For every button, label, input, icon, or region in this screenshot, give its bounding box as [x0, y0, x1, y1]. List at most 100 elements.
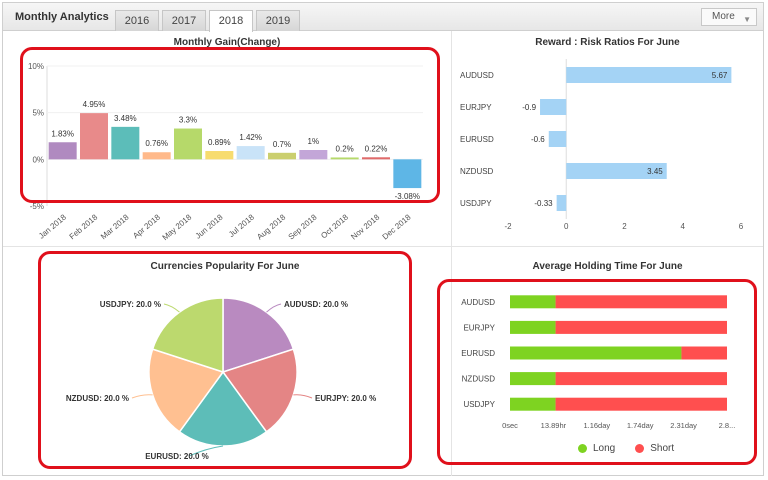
- pie-leader-line: [266, 303, 282, 313]
- long-swatch-icon: [578, 444, 587, 453]
- gain-data-label: 0.22%: [365, 144, 388, 153]
- gain-bar: [362, 157, 390, 160]
- widget-title: Monthly Analytics: [15, 11, 109, 23]
- gain-xtick-label: May 2018: [161, 212, 194, 242]
- hold-category-label: USDJPY: [463, 400, 495, 409]
- gain-bar: [393, 159, 422, 189]
- gain-xtick-label: Apr 2018: [131, 212, 162, 240]
- gain-xtick-label: Feb 2018: [68, 212, 100, 241]
- pie-slice-label: EURUSD: 20.0 %: [145, 452, 209, 461]
- year-tabs: 2016 2017 2018 2019: [115, 10, 300, 32]
- gain-xtick-label: Jun 2018: [194, 212, 225, 240]
- legend-item-short[interactable]: Short: [635, 443, 674, 454]
- rr-category-label: USDJPY: [460, 199, 492, 208]
- holding-time-legend: Long Short: [578, 443, 674, 454]
- rr-xtick-label: 0: [564, 222, 569, 231]
- rr-xtick-label: -2: [504, 222, 512, 231]
- analytics-widget: Monthly Analytics 2016 2017 2018 2019 Mo…: [2, 2, 764, 476]
- panel-divider-horizontal: [3, 246, 763, 247]
- pie-slice-label: EURJPY: 20.0 %: [315, 394, 376, 403]
- hold-long-bar: [510, 346, 682, 360]
- rr-xtick-label: 2: [622, 222, 627, 231]
- gain-xtick-label: Dec 2018: [381, 212, 413, 241]
- tab-2019[interactable]: 2019: [256, 10, 300, 31]
- hold-short-bar: [555, 397, 727, 411]
- reward-risk-title: Reward : Risk Ratios For June: [535, 37, 680, 48]
- rr-bar: [566, 67, 732, 83]
- gain-data-label: 4.95%: [83, 100, 106, 109]
- hold-xtick-label: 13.89hr: [541, 421, 567, 430]
- panel-divider-vertical: [451, 31, 452, 476]
- legend-short-label: Short: [650, 443, 675, 454]
- hold-long-bar: [510, 320, 556, 334]
- rr-bar: [566, 163, 667, 179]
- rr-data-label: -0.33: [534, 199, 553, 208]
- gain-data-label: 3.48%: [114, 114, 137, 123]
- chevron-down-icon: ▼: [743, 15, 751, 24]
- rr-category-label: EURUSD: [460, 135, 494, 144]
- more-dropdown[interactable]: More ▼: [701, 8, 757, 26]
- pie-slice-label: NZDUSD: 20.0 %: [66, 394, 129, 403]
- hold-short-bar: [555, 372, 727, 386]
- rr-category-label: AUDUSD: [460, 71, 494, 80]
- pie-leader-line: [188, 445, 224, 457]
- gain-xtick-label: Sep 2018: [287, 212, 319, 241]
- tab-2017[interactable]: 2017: [162, 10, 206, 31]
- gain-xtick-label: Aug 2018: [255, 212, 287, 241]
- gain-bar: [174, 128, 202, 160]
- gain-bar: [48, 142, 77, 160]
- widget-header: Monthly Analytics 2016 2017 2018 2019 Mo…: [3, 3, 763, 32]
- hold-category-label: EURUSD: [461, 349, 495, 358]
- holding-time-chart: AUDUSD EURJPY EURUSD NZDUSD USDJPY 0sec 13.89h…: [461, 295, 735, 430]
- gain-bar: [268, 152, 296, 160]
- rr-data-label: 5.67: [712, 71, 728, 80]
- legend-long-label: Long: [593, 443, 616, 454]
- gain-ytick-label: 5%: [32, 109, 44, 118]
- gain-ytick-label: 10%: [28, 62, 44, 71]
- monthly-gain-chart: 10% 5% 0% -5% 1.83% Jan 2018 4.95% Feb 2018 3.48…: [28, 62, 423, 242]
- monthly-gain-title: Monthly Gain(Change): [173, 37, 281, 48]
- reward-risk-chart: AUDUSD 5.67 EURJPY -0.9 EURUSD -0.6 NZDUSD 3.45…: [460, 59, 744, 231]
- rr-bar: [548, 131, 567, 147]
- gain-data-label: 0.89%: [208, 138, 231, 147]
- legend-item-long[interactable]: Long: [578, 443, 615, 454]
- rr-bar: [556, 195, 567, 211]
- pie-slice: [221, 348, 298, 433]
- tab-2016[interactable]: 2016: [115, 10, 159, 31]
- currencies-popularity-chart: AUDUSD: 20.0 % EURJPY: 20.0 % EURUSD: 20.0…: [66, 297, 376, 461]
- pie-slice: [151, 297, 224, 374]
- pie-slice: [148, 348, 225, 433]
- gain-ytick-label: 0%: [32, 155, 44, 164]
- gain-bar: [80, 113, 108, 160]
- rr-data-label: -0.9: [522, 103, 536, 112]
- tab-2018[interactable]: 2018: [209, 10, 253, 32]
- pie-leader-line: [163, 303, 180, 313]
- rr-xtick-label: 6: [739, 222, 744, 231]
- gain-data-label: 0.7%: [273, 140, 291, 149]
- hold-short-bar: [555, 320, 727, 334]
- rr-category-label: NZDUSD: [460, 167, 494, 176]
- pie-leader-line: [131, 394, 153, 399]
- rr-bar: [540, 99, 567, 115]
- pie-slice: [178, 370, 268, 447]
- gain-bar: [142, 152, 171, 160]
- gain-xtick-label: Nov 2018: [349, 212, 381, 241]
- hold-long-bar: [510, 372, 556, 386]
- hold-category-label: EURJPY: [463, 323, 495, 332]
- hold-category-label: AUDUSD: [461, 298, 495, 307]
- hold-long-bar: [510, 397, 556, 411]
- gain-data-label: 1.83%: [51, 129, 74, 138]
- hold-short-bar: [555, 295, 727, 309]
- gain-data-label: 3.3%: [179, 116, 197, 125]
- gain-xtick-label: Jul 2018: [227, 212, 256, 239]
- hold-xtick-label: 2.31day: [670, 421, 697, 430]
- pie-leader-line: [293, 394, 313, 399]
- rr-xtick-label: 4: [681, 222, 686, 231]
- gain-data-label: 1.42%: [239, 133, 262, 142]
- rr-data-label: 3.45: [647, 167, 663, 176]
- pie-slice-label: AUDUSD: 20.0 %: [284, 300, 348, 309]
- rr-data-label: -0.6: [531, 135, 545, 144]
- gain-bar: [299, 150, 328, 160]
- pie-slice-label: USDJPY: 20.0 %: [100, 300, 161, 309]
- holding-time-title: Average Holding Time For June: [532, 261, 683, 272]
